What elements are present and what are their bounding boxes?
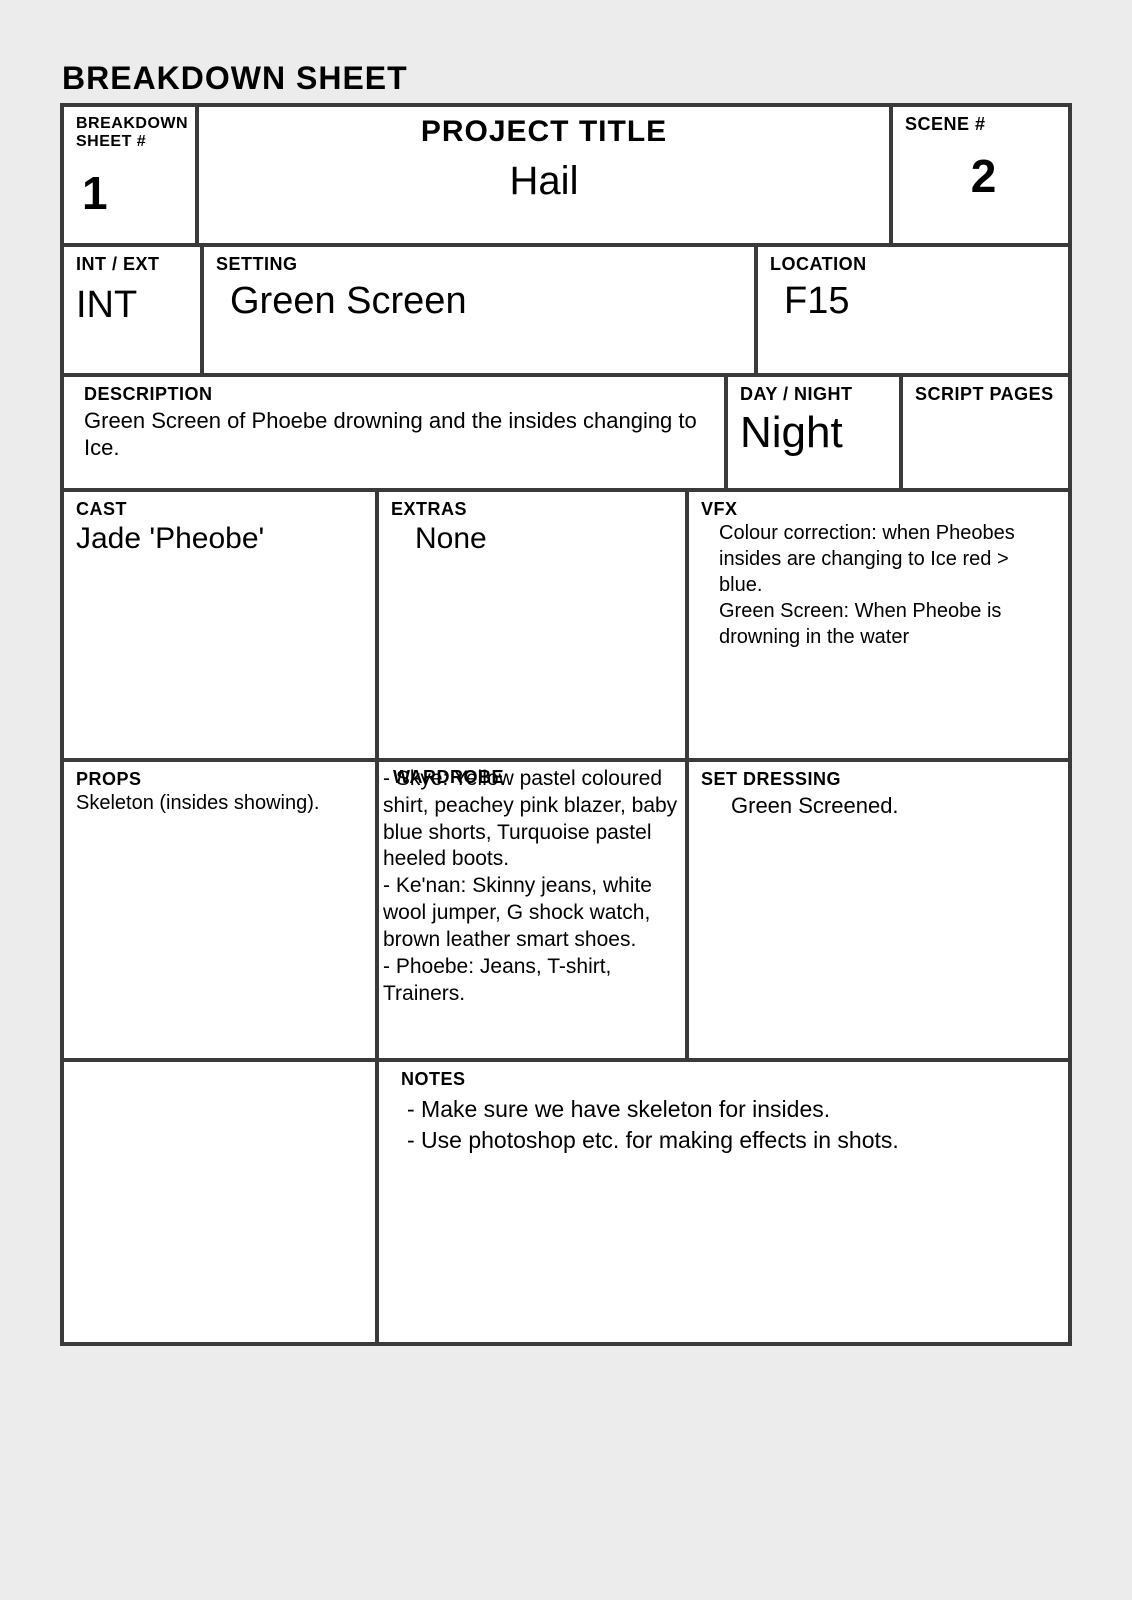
cell-project-title: PROJECT TITLE Hail — [199, 107, 893, 243]
int-ext-value: INT — [76, 285, 188, 327]
cell-description: DESCRIPTION Green Screen of Phoebe drown… — [64, 377, 728, 488]
cast-label: CAST — [76, 500, 363, 520]
breakdown-number-value: 1 — [76, 170, 183, 216]
script-pages-label: SCRIPT PAGES — [915, 385, 1056, 405]
day-night-value: Night — [740, 411, 887, 455]
int-ext-label: INT / EXT — [76, 255, 188, 275]
description-label: DESCRIPTION — [76, 385, 712, 405]
cell-props: PROPS Skeleton (insides showing). — [64, 762, 379, 1058]
breakdown-sheet: BREAKDOWN SHEET BREAKDOWN SHEET # 1 PROJ… — [60, 60, 1072, 1346]
props-value: Skeleton (insides showing). — [76, 790, 363, 816]
cell-set-dressing: SET DRESSING Green Screened. — [689, 762, 1068, 1058]
row-notes: NOTES - Make sure we have skeleton for i… — [64, 1062, 1068, 1342]
breakdown-number-label: BREAKDOWN SHEET # — [76, 115, 183, 152]
cell-script-pages: SCRIPT PAGES — [903, 377, 1068, 488]
notes-spacer — [64, 1062, 379, 1342]
row-props: PROPS Skeleton (insides showing). WARDRO… — [64, 762, 1068, 1062]
cell-cast: CAST Jade 'Pheobe' — [64, 492, 379, 758]
project-title-label: PROJECT TITLE — [211, 115, 877, 149]
setting-label: SETTING — [216, 255, 742, 275]
description-value: Green Screen of Phoebe drowning and the … — [76, 407, 712, 462]
props-label: PROPS — [76, 770, 363, 790]
cell-notes: NOTES - Make sure we have skeleton for i… — [379, 1062, 1068, 1342]
extras-value: None — [391, 522, 673, 555]
cell-scene-number: SCENE # 2 — [893, 107, 1068, 243]
cell-setting: SETTING Green Screen — [204, 247, 758, 373]
cell-day-night: DAY / NIGHT Night — [728, 377, 903, 488]
cell-int-ext: INT / EXT INT — [64, 247, 204, 373]
cell-vfx: VFX Colour correction: when Pheobes insi… — [689, 492, 1068, 758]
scene-number-value: 2 — [905, 153, 1056, 199]
row-cast: CAST Jade 'Pheobe' EXTRAS None VFX Colou… — [64, 492, 1068, 762]
notes-value: - Make sure we have skeleton for insides… — [401, 1094, 1056, 1156]
set-dressing-value: Green Screened. — [701, 792, 1056, 820]
vfx-value: Colour correction: when Pheobes insides … — [701, 520, 1056, 650]
grid: BREAKDOWN SHEET # 1 PROJECT TITLE Hail S… — [60, 103, 1072, 1346]
project-title-value: Hail — [211, 159, 877, 204]
location-value: F15 — [770, 281, 1056, 323]
cell-extras: EXTRAS None — [379, 492, 689, 758]
wardrobe-value: - Skye: Yellow pastel coloured shirt, pe… — [383, 766, 681, 1008]
cell-breakdown-number: BREAKDOWN SHEET # 1 — [64, 107, 199, 243]
cell-wardrobe: WARDROBE - Skye: Yellow pastel coloured … — [379, 762, 689, 1058]
extras-label: EXTRAS — [391, 500, 673, 520]
vfx-label: VFX — [701, 500, 1056, 520]
document-title: BREAKDOWN SHEET — [60, 60, 1072, 97]
set-dressing-label: SET DRESSING — [701, 770, 1056, 790]
scene-number-label: SCENE # — [905, 115, 1056, 135]
setting-value: Green Screen — [216, 281, 742, 323]
row-header: BREAKDOWN SHEET # 1 PROJECT TITLE Hail S… — [64, 107, 1068, 247]
notes-label: NOTES — [401, 1070, 1056, 1090]
row-description: DESCRIPTION Green Screen of Phoebe drown… — [64, 377, 1068, 492]
cell-location: LOCATION F15 — [758, 247, 1068, 373]
row-setting: INT / EXT INT SETTING Green Screen LOCAT… — [64, 247, 1068, 377]
cast-value: Jade 'Pheobe' — [76, 522, 363, 555]
day-night-label: DAY / NIGHT — [740, 385, 887, 405]
location-label: LOCATION — [770, 255, 1056, 275]
